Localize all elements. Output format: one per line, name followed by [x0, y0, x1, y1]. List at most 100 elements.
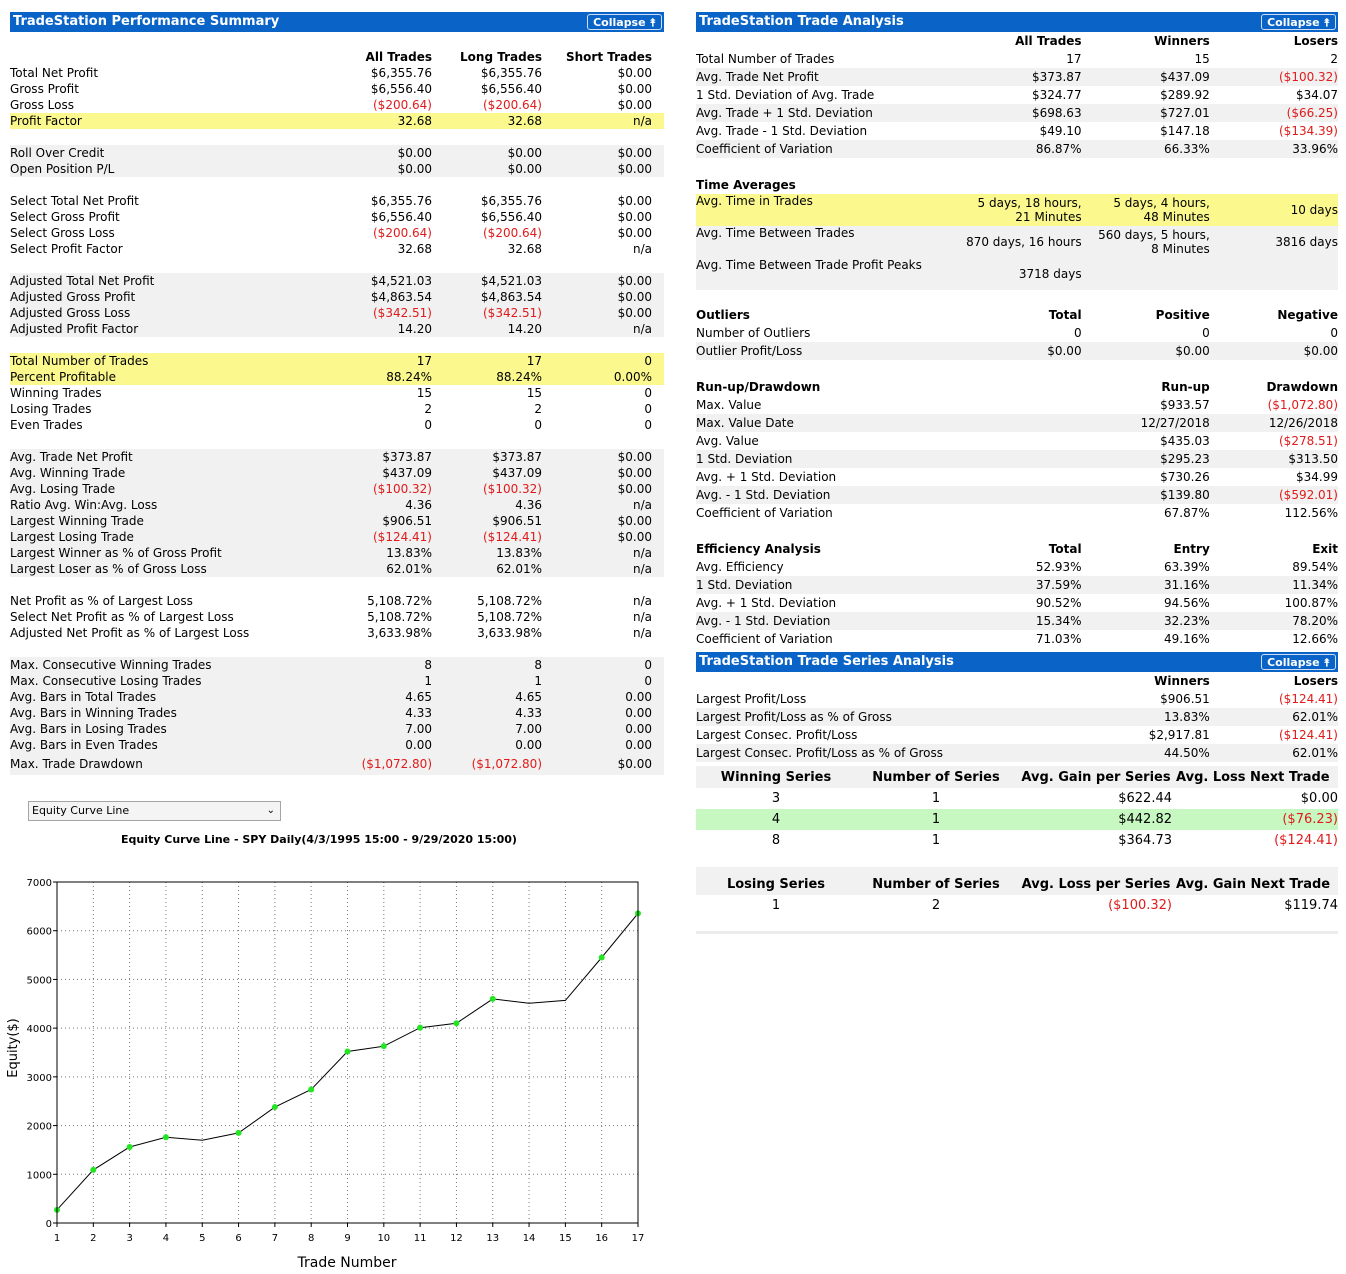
summary-row: Largest Winning Trade $906.51 $906.51 $0.00	[10, 513, 664, 529]
y-tick-label: 0	[46, 1219, 52, 1230]
summary-row-label: Max. Consecutive Winning Trades	[10, 657, 334, 673]
chevron-down-icon: ⌄	[266, 805, 275, 816]
runup-drawdown-row-value	[954, 396, 1081, 414]
summary-row-pad	[652, 209, 664, 225]
summary-row-pad	[652, 385, 664, 401]
summary-row-label: Adjusted Gross Profit	[10, 289, 334, 305]
analysis-row: Avg. Trade + 1 Std. Deviation $698.63 $727…	[696, 104, 1338, 122]
collapse-analysis-button[interactable]: Collapse ⯭	[1261, 14, 1336, 30]
series-row-label: Largest Consec. Profit/Loss	[696, 728, 858, 742]
summary-row-label: Select Gross Profit	[10, 210, 120, 224]
summary-row: Total Number of Trades 17 17 0	[10, 353, 664, 369]
series-row-label: Largest Profit/Loss	[696, 692, 807, 706]
summary-row-pad	[652, 401, 664, 417]
summary-row-value: 0.00	[334, 737, 432, 753]
collapse-series-button[interactable]: Collapse ⯭	[1261, 654, 1336, 670]
summary-row: Max. Consecutive Losing Trades 1 1 0	[10, 673, 664, 689]
summary-row-pad	[652, 305, 664, 321]
winning-series-cell: 1	[856, 809, 1016, 830]
summary-row-label: Total Number of Trades	[10, 353, 334, 369]
efficiency-row-label: Avg. Efficiency	[696, 560, 784, 574]
efficiency-row-label: Avg. - 1 Std. Deviation	[696, 612, 955, 630]
winning-series-col-header: Avg. Loss Next Trade	[1176, 766, 1338, 788]
summary-row-value: $6,355.76	[480, 66, 542, 80]
summary-row-value: n/a	[632, 626, 652, 640]
spacer-row	[696, 158, 1338, 176]
summary-row-label: Adjusted Profit Factor	[10, 321, 334, 337]
chart-type-dropdown[interactable]: Equity Curve Line ⌄	[28, 801, 281, 821]
time-average-winners-line: 48 Minutes	[1143, 210, 1210, 224]
losing-series-row: 1 2 ($100.32) $119.74	[696, 895, 1338, 916]
summary-row-value: n/a	[542, 561, 652, 577]
efficiency-row-label: 1 Std. Deviation	[696, 576, 955, 594]
winning-series-row: 3 1 $622.44 $0.00	[696, 788, 1338, 809]
summary-row: Select Total Net Profit $6,355.76 $6,355.7…	[10, 193, 664, 209]
summary-row-value: ($124.41)	[334, 529, 432, 545]
runup-drawdown-row-value: $730.26	[1160, 470, 1210, 484]
winning-series-cell: 4	[696, 809, 856, 830]
summary-row-value: 4.36	[334, 497, 432, 513]
summary-row-value: $0.00	[334, 145, 432, 161]
runup-drawdown-col-header: Drawdown	[1266, 380, 1338, 394]
summary-row-pad	[652, 545, 664, 561]
outliers-heading: Outliers	[696, 308, 750, 322]
summary-row-value: 5,108.72%	[477, 594, 542, 608]
summary-row: Largest Loser as % of Gross Loss 62.01% 62…	[10, 561, 664, 577]
summary-row-value: 0.00	[542, 689, 652, 705]
efficiency-row-value: 71.03%	[1035, 632, 1082, 646]
runup-drawdown-row-value: 67.87%	[1164, 506, 1210, 520]
summary-row-pad	[652, 97, 664, 113]
summary-row: Winning Trades 15 15 0	[10, 385, 664, 401]
y-tick-label: 1000	[27, 1170, 52, 1181]
runup-drawdown-row-value: $139.80	[1081, 486, 1210, 504]
chart-type-value: Equity Curve Line	[32, 804, 130, 817]
runup-drawdown-row: 1 Std. Deviation $295.23 $313.50	[696, 450, 1338, 468]
spacer-cell	[432, 337, 542, 353]
spacer-cell	[432, 177, 542, 193]
summary-row: Roll Over Credit $0.00 $0.00 $0.00	[10, 145, 664, 161]
x-tick-label: 13	[486, 1233, 499, 1244]
y-tick-label: 3000	[27, 1073, 52, 1084]
summary-row-value: ($200.64)	[373, 98, 432, 112]
summary-row-value: 4.65	[334, 689, 432, 705]
spacer-cell	[10, 577, 334, 593]
summary-row-label: Largest Losing Trade	[10, 529, 334, 545]
summary-row-value: $0.00	[542, 465, 652, 481]
summary-row-pad	[652, 113, 664, 129]
collapse-summary-button[interactable]: Collapse ⯭	[587, 14, 662, 30]
equity-point	[271, 1104, 278, 1111]
series-detail-body: Winning Series Number of Series Avg. Gain …	[696, 766, 1338, 932]
time-average-winners-line: 8 Minutes	[1151, 242, 1210, 256]
winning-series-col-header: Number of Series	[856, 766, 1016, 788]
time-average-losers	[1209, 258, 1338, 290]
runup-drawdown-row-value	[954, 450, 1082, 468]
series-row: Largest Profit/Loss as % of Gross 13.83% 6…	[696, 708, 1338, 726]
summary-row: Avg. Losing Trade ($100.32) ($100.32) $0.00	[10, 481, 664, 497]
summary-row-value: 8	[334, 657, 432, 673]
summary-row-value: n/a	[542, 545, 652, 561]
x-tick-label: 16	[595, 1233, 608, 1244]
outliers-col-header: Total	[1048, 308, 1082, 322]
spacer-row	[696, 916, 1338, 932]
summary-row-label: Adjusted Gross Loss	[10, 305, 334, 321]
time-average-label: Avg. Time in Trades	[696, 194, 955, 226]
efficiency-row-value: 32.23%	[1081, 612, 1210, 630]
time-average-winners	[1081, 258, 1210, 290]
efficiency-row-value: 12.66%	[1292, 632, 1338, 646]
runup-drawdown-row-label: Avg. Value	[696, 434, 759, 448]
spacer-cell	[652, 641, 664, 657]
summary-row-value: 15	[526, 386, 542, 400]
analysis-row-value: $289.92	[1160, 88, 1210, 102]
runup-drawdown-col-header	[954, 378, 1081, 396]
analysis-row: Total Number of Trades 17 15 2	[696, 50, 1338, 68]
performance-summary-panel: TradeStation Performance Summary Collaps…	[10, 12, 664, 775]
spacer-cell	[10, 257, 334, 273]
analysis-row: Avg. Trade Net Profit $373.87 $437.09 ($100…	[696, 68, 1338, 86]
summary-row-label: Percent Profitable	[10, 369, 334, 385]
series-row-value: 62.01%	[1209, 708, 1338, 726]
spacer-cell	[334, 641, 432, 657]
summary-row-value: $0.00	[617, 210, 652, 224]
summary-row-label: Largest Winning Trade	[10, 513, 334, 529]
losing-series-cell: ($100.32)	[1108, 898, 1172, 913]
spacer-row	[10, 433, 664, 449]
